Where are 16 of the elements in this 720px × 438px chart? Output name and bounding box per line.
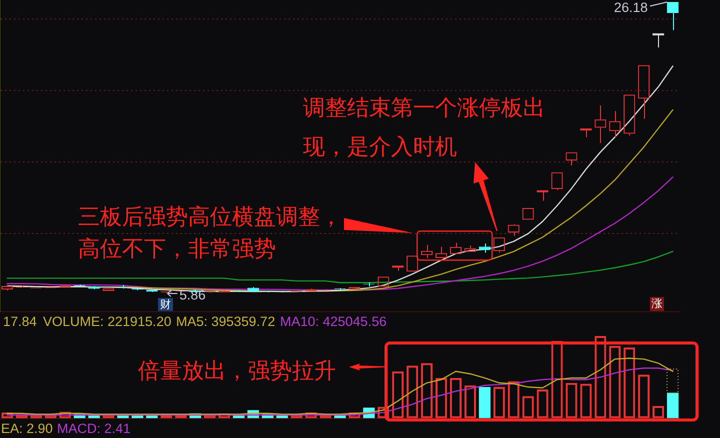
bar (666, 392, 679, 418)
annotation: 财 (158, 298, 173, 311)
annotation: 5.86 (179, 288, 206, 303)
text: MACD: 2.41 (57, 420, 131, 436)
annotation: 三板后强势高位横盘调整，高位不下，非常强势 (78, 204, 343, 264)
bar (478, 387, 490, 418)
text: 17.84 (3, 314, 37, 330)
text: EA: 2.90 (1, 420, 53, 436)
annotation: 倍量放出，强势拉升 (138, 359, 336, 384)
annotation: 涨 (650, 297, 664, 311)
candlestick (88, 286, 100, 290)
annotation: 调整结束第一个涨停板出现，是介入时机 (303, 94, 546, 162)
text: MA5: 395359.72 (176, 314, 276, 330)
text: MA10: 425045.56 (280, 314, 387, 330)
annotation: 26.18 (614, 0, 648, 15)
text: VOLUME: 221915.20 (43, 314, 172, 330)
